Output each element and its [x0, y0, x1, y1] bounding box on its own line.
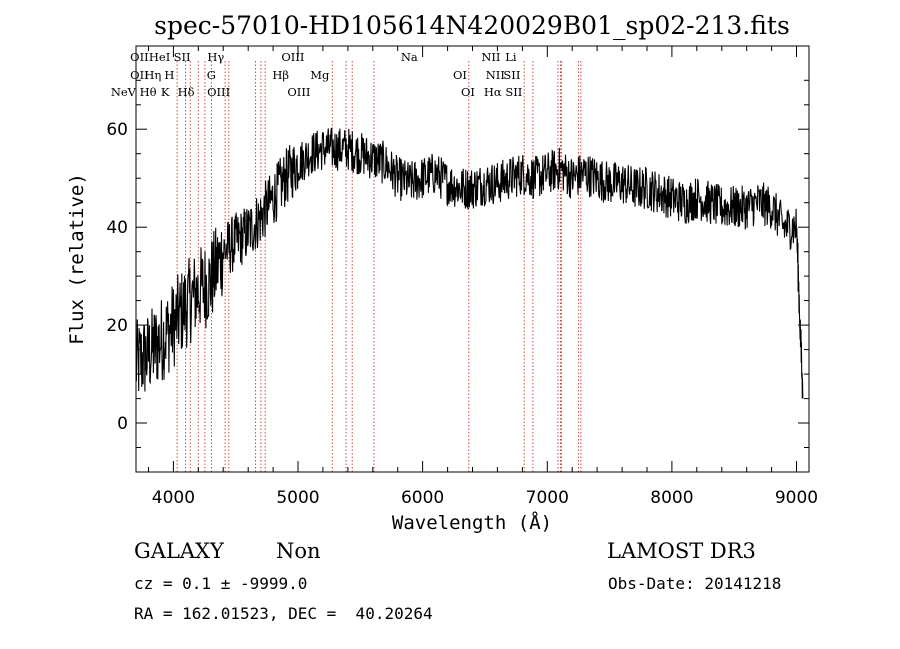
line-label: SII [505, 85, 522, 99]
line-label: OIII [281, 50, 304, 64]
line-label: Mg [310, 68, 330, 82]
y-tick-label: 40 [106, 218, 128, 238]
redshift-value: cz = 0.1 ± -9999.0 [134, 574, 308, 593]
line-label: HeI [149, 50, 170, 64]
line-label: H [164, 68, 174, 82]
line-label: Hγ [207, 50, 224, 64]
y-axis-label: Flux (relative) [66, 173, 88, 345]
x-tick-label: 8000 [650, 488, 693, 508]
emission-line-labels: NeV OII OII Hθ Hη HeI HK SII Hδ Hγ G OIII OIII Hβ OIII… [111, 50, 522, 99]
line-label: Hη [144, 68, 161, 82]
line-label: NII [481, 50, 500, 64]
line-label: OI [461, 85, 475, 99]
line-label: Li [505, 50, 517, 64]
x-tick-label: 9000 [775, 488, 818, 508]
observation-date: Obs-Date: 20141218 [608, 574, 782, 593]
line-label: SII [503, 68, 520, 82]
x-tick-label: 4000 [152, 488, 195, 508]
line-label: Na [401, 50, 418, 64]
line-label: NII [486, 68, 505, 82]
x-tick-label: 7000 [526, 488, 569, 508]
line-label: SII [174, 50, 191, 64]
line-label: Hα [484, 85, 502, 99]
y-tick-label: 20 [106, 316, 128, 336]
line-label: Hβ [272, 68, 289, 82]
survey-name: LAMOST DR3 [607, 539, 756, 563]
line-label: Hθ [140, 85, 157, 99]
spectrum-line [135, 127, 804, 399]
chart-title: spec-57010-HD105614N420029B01_sp02-213.f… [154, 11, 790, 40]
line-label: OII [130, 68, 149, 82]
x-tick-label: 6000 [401, 488, 444, 508]
line-label: G [207, 68, 216, 82]
y-tick-label: 0 [117, 414, 128, 434]
plot-frame [135, 45, 810, 473]
emission-line-markers [176, 61, 582, 472]
object-subclass: Non [276, 539, 321, 563]
line-label: OII [130, 50, 149, 64]
line-label: OIII [287, 85, 310, 99]
coordinates: RA = 162.01523, DEC = 40.20264 [134, 604, 433, 623]
x-axis-ticks: 4000 5000 6000 7000 8000 9000 [148, 46, 818, 508]
object-class: GALAXY [134, 539, 224, 563]
y-axis-ticks: 0 20 40 60 [106, 79, 809, 473]
x-tick-label: 5000 [276, 488, 319, 508]
x-axis-label: Wavelength (Å) [392, 511, 552, 534]
line-label: K [161, 85, 170, 99]
y-tick-label: 60 [106, 120, 128, 140]
line-label: Hδ [178, 85, 195, 99]
line-label: OIII [207, 85, 230, 99]
line-label: OI [453, 68, 467, 82]
line-label: NeV [111, 85, 137, 99]
